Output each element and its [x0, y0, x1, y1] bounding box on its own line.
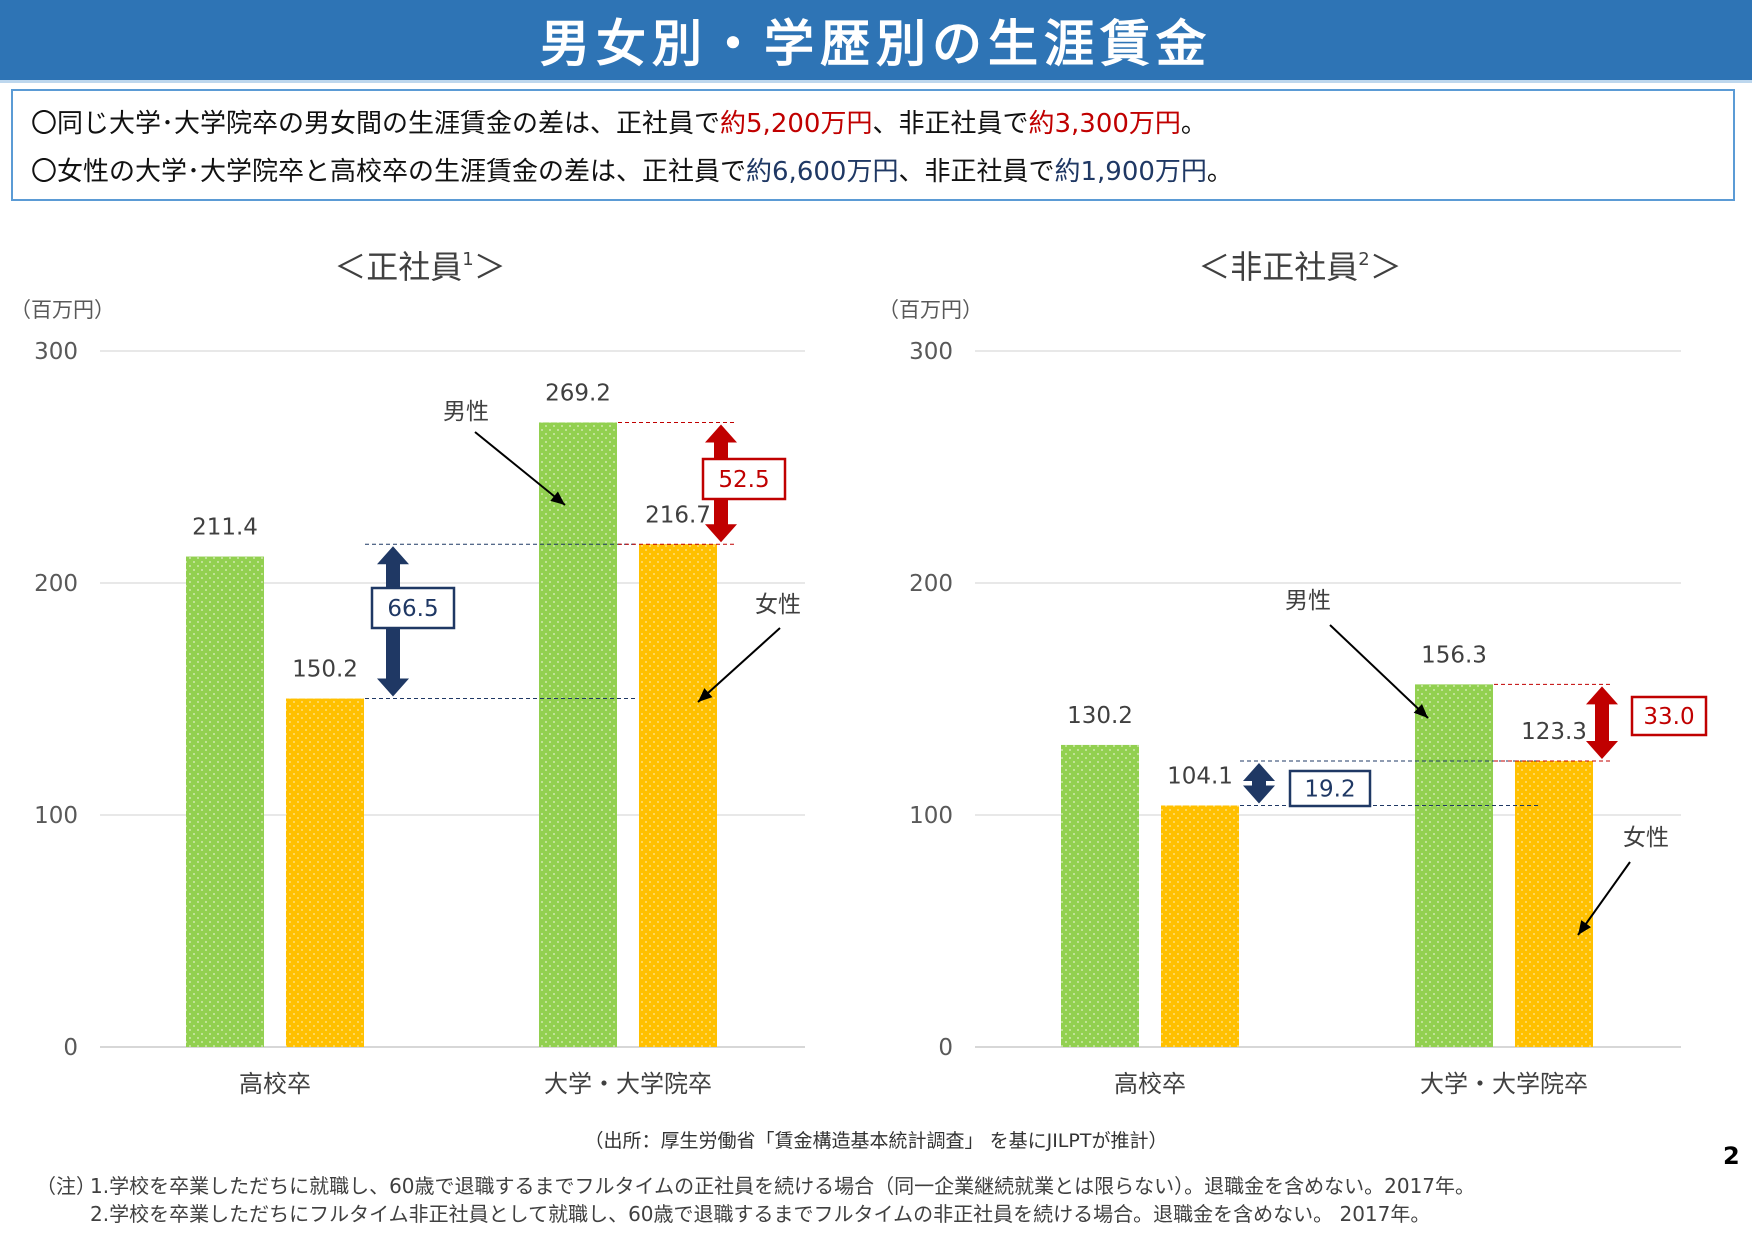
- callout-arrowhead-icon: [698, 688, 713, 702]
- callout-arrowhead-icon: [1578, 920, 1592, 935]
- category-label: 大学・大学院卒: [544, 1070, 712, 1098]
- callout-arrowhead-icon: [1413, 704, 1428, 718]
- note-row-1: （注） 1.学校を卒業しただちに就職し、60歳で退職するまでフルタイムの正社員を…: [36, 1172, 1475, 1200]
- category-label: 大学・大学院卒: [1420, 1070, 1588, 1098]
- gap-value-label: 33.0: [1643, 704, 1694, 730]
- y-tick-label: 300: [34, 339, 78, 365]
- bar-0-s0-c0: [186, 556, 264, 1047]
- data-label: 150.2: [292, 657, 358, 683]
- summary-line-2-value-2: 約1,900万円: [1054, 157, 1207, 187]
- gap-value-box: [1630, 695, 1708, 737]
- bar-1-s1-c1: [1515, 760, 1593, 1047]
- series-callout-label: 男性: [443, 399, 489, 425]
- note-prefix: （注）: [36, 1174, 96, 1198]
- data-label: 123.3: [1521, 719, 1587, 745]
- y-tick-label: 0: [938, 1035, 953, 1061]
- unit-label-1: （百万円）: [878, 298, 983, 322]
- source-note: （出所：厚生労働省「賃金構造基本統計調査」 を基にJILPTが推計）: [584, 1130, 1168, 1152]
- unit-label-0: （百万円）: [10, 298, 115, 322]
- data-label: 269.2: [545, 380, 611, 406]
- chart-title-1: ＜非正社員2＞: [1198, 248, 1401, 286]
- category-label: 高校卒: [1114, 1070, 1186, 1098]
- series-callout-label: 女性: [1623, 825, 1669, 851]
- summary-line-2-value-1: 約6,600万円: [746, 157, 899, 187]
- category-label: 高校卒: [239, 1070, 311, 1098]
- summary-line-1-middle: 、非正社員で: [872, 109, 1029, 139]
- gap-value-box: [370, 586, 456, 630]
- gap-value-label: 52.5: [718, 467, 769, 493]
- bar-0-s1-c0: [286, 698, 364, 1047]
- gap-value-box: [701, 457, 787, 501]
- note-line-2: 2.学校を卒業しただちにフルタイム非正社員として就職し、60歳で退職するまでフル…: [90, 1202, 1431, 1226]
- gap-value-label: 66.5: [387, 596, 438, 622]
- summary-line-1-value-2: 約3,300万円: [1028, 109, 1181, 139]
- summary-line-1-suffix: 。: [1180, 109, 1207, 139]
- data-label: 156.3: [1421, 642, 1487, 668]
- page-number: 2: [1723, 1142, 1740, 1170]
- note-line-1: 1.学校を卒業しただちに就職し、60歳で退職するまでフルタイムの正社員を続ける場…: [90, 1174, 1476, 1198]
- bar-1-s0-c0: [1061, 744, 1139, 1047]
- summary-line-1-prefix: 〇同じ大学･大学院卒の男女間の生涯賃金の差は、正社員で: [31, 109, 721, 139]
- summary-line-1: 〇同じ大学･大学院卒の男女間の生涯賃金の差は、正社員で約5,200万円、非正社員…: [31, 103, 1207, 140]
- data-label: 130.2: [1067, 703, 1133, 729]
- data-label: 216.7: [645, 502, 711, 528]
- chart-title-0: ＜正社員1＞: [334, 248, 505, 286]
- bar-0-s0-c1: [539, 422, 617, 1047]
- series-callout-label: 女性: [755, 592, 801, 618]
- summary-line-2-suffix: 。: [1206, 157, 1233, 187]
- gap-double-arrow-icon: [1243, 762, 1275, 804]
- data-label: 211.4: [192, 515, 258, 541]
- charts-canvas: ＜正社員1＞ （百万円） 0 100 200 300 211.4 269.2 150.2 216.…: [10, 248, 1708, 1098]
- callout-arrowhead-icon: [550, 491, 565, 505]
- gap-value-label: 19.2: [1304, 777, 1355, 803]
- summary-line-2-middle: 、非正社員で: [898, 157, 1055, 187]
- summary-line-2: 〇女性の大学･大学院卒と高校卒の生涯賃金の差は、正社員で約6,600万円、非正社…: [31, 151, 1233, 188]
- bar-0-s1-c1: [639, 544, 717, 1047]
- y-tick-label: 200: [909, 571, 953, 597]
- y-tick-label: 0: [63, 1035, 78, 1061]
- y-tick-label: 100: [909, 803, 953, 829]
- bar-1-s1-c0: [1161, 805, 1239, 1047]
- callout-arrow-line: [474, 431, 566, 506]
- summary-line-1-value-1: 約5,200万円: [720, 109, 873, 139]
- summary-box: 〇同じ大学･大学院卒の男女間の生涯賃金の差は、正社員で約5,200万円、非正社員…: [11, 89, 1735, 201]
- data-label: 104.1: [1167, 763, 1233, 789]
- y-tick-label: 300: [909, 339, 953, 365]
- gap-double-arrow-icon: [1586, 686, 1618, 759]
- summary-line-2-prefix: 〇女性の大学･大学院卒と高校卒の生涯賃金の差は、正社員で: [31, 157, 747, 187]
- bar-1-s0-c1: [1415, 684, 1493, 1047]
- y-tick-label: 200: [34, 571, 78, 597]
- series-callout-label: 男性: [1285, 588, 1331, 614]
- callout-arrow-line: [697, 627, 781, 703]
- callout-arrow-line: [1577, 861, 1631, 936]
- callout-arrow-line: [1329, 624, 1429, 719]
- title-bar: 男女別・学歴別の生涯賃金: [0, 0, 1752, 83]
- notes: （注） 1.学校を卒業しただちに就職し、60歳で退職するまでフルタイムの正社員を…: [36, 1172, 1475, 1228]
- note-row-2: 2.学校を卒業しただちにフルタイム非正社員として就職し、60歳で退職するまでフル…: [36, 1200, 1475, 1228]
- y-tick-label: 100: [34, 803, 78, 829]
- note-prefix-spacer: [36, 1200, 90, 1228]
- gap-value-box: [1288, 769, 1372, 808]
- page-title: 男女別・学歴別の生涯賃金: [540, 15, 1212, 73]
